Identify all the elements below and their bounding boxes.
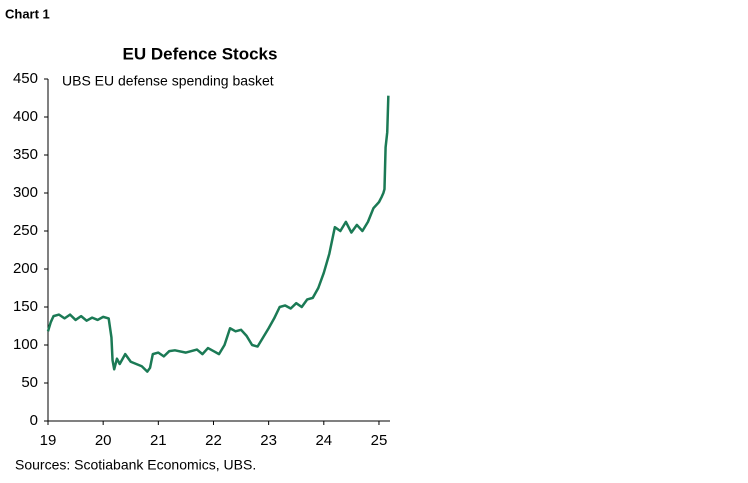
x-tick-label: 20 xyxy=(95,432,112,449)
x-tick-label: 24 xyxy=(315,432,332,449)
y-tick-label: 400 xyxy=(13,108,38,125)
x-tick-label: 23 xyxy=(260,432,277,449)
chart-title: EU Defence Stocks xyxy=(123,44,278,63)
x-tick-label: 22 xyxy=(205,432,222,449)
y-tick-label: 150 xyxy=(13,298,38,315)
x-tick-label: 19 xyxy=(40,432,57,449)
chart-source: Sources: Scotiabank Economics, UBS. xyxy=(15,457,256,473)
y-tick-label: 200 xyxy=(13,260,38,277)
y-tick-label: 300 xyxy=(13,184,38,201)
y-tick-label: 350 xyxy=(13,146,38,163)
x-tick-label: 25 xyxy=(371,432,388,449)
y-tick-label: 450 xyxy=(13,70,38,87)
y-tick-label: 50 xyxy=(21,374,38,391)
chart-subtitle: UBS EU defense spending basket xyxy=(62,73,274,89)
y-tick-label: 0 xyxy=(30,412,38,429)
y-tick-label: 250 xyxy=(13,222,38,239)
y-tick-label: 100 xyxy=(13,336,38,353)
x-tick-label: 21 xyxy=(150,432,167,449)
chart-header: Chart 1 xyxy=(5,6,50,21)
line-series xyxy=(46,95,390,373)
